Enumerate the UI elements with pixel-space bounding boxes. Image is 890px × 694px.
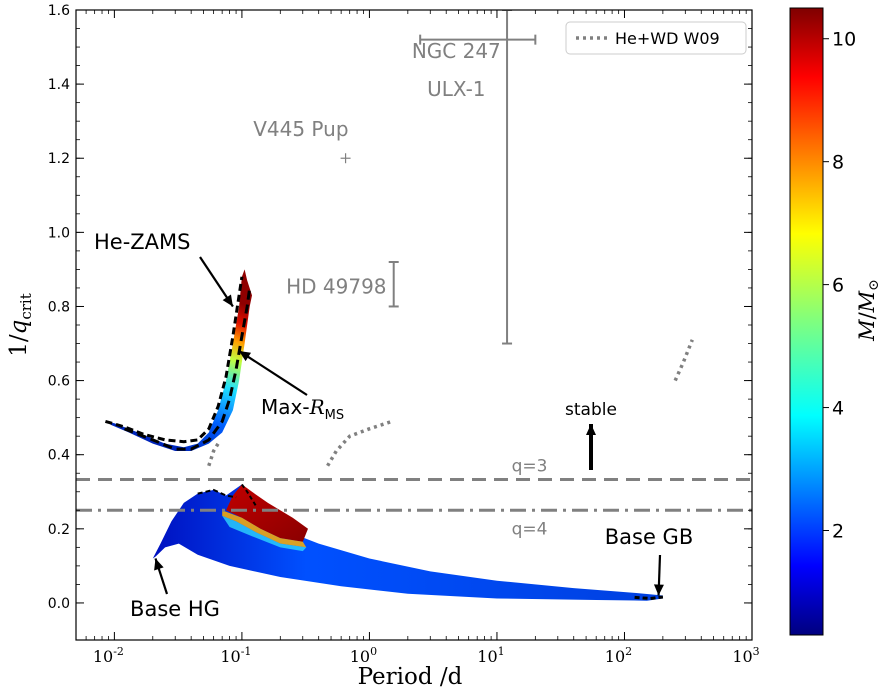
arrow-base-gb-head — [653, 584, 664, 596]
x-tick-label: 102 — [605, 645, 632, 666]
max-rms-boundary — [123, 287, 252, 451]
x-tick-label: 100 — [350, 645, 377, 666]
y-tick-label: 0.8 — [48, 299, 70, 315]
colorbar-label: M/M⊙ — [855, 279, 882, 342]
obs-label: HD 49798 — [286, 275, 386, 299]
x-tick-label: 101 — [477, 645, 504, 666]
y-tick-label: 1.4 — [48, 77, 70, 93]
observations-layer: NGC 247 ULX-1 V445 Pup HD 49798 — [253, 10, 537, 345]
colorbar-tick-label: 10 — [832, 29, 856, 51]
plot-area: q=3 q=4 NGC 247 ULX-1 V445 Pup HD 49798 — [76, 10, 752, 601]
obs-label: V445 Pup — [253, 117, 348, 141]
annotation-max-rms: Max-RMS — [261, 395, 344, 423]
colorbar-tick-label: 2 — [832, 521, 844, 543]
legend-box — [565, 21, 747, 55]
y-axis: 0.0 0.2 0.4 0.6 0.8 1.0 1.2 1.4 1.6 — [48, 3, 752, 612]
legend: He+WD W09 — [565, 21, 747, 55]
annotation-stable: stable — [565, 400, 617, 420]
y-tick-label: 1.2 — [48, 151, 70, 167]
y-tick-label: 1.0 — [48, 225, 70, 241]
colorbar-tick-label: 4 — [832, 398, 844, 420]
obs-label: ULX-1 — [427, 77, 485, 101]
region-lower-band — [152, 484, 663, 601]
region-lower-cyan — [222, 515, 307, 552]
x-tick-label: 103 — [732, 645, 759, 666]
x-tick-label: 10-1 — [220, 645, 251, 666]
he-zams-boundary — [104, 276, 244, 444]
region-lower-highmass — [226, 484, 308, 542]
lower-peak-boundary — [197, 488, 237, 499]
base-gb-boundary — [634, 595, 664, 601]
x-axis-label: Period /d — [358, 664, 463, 690]
annotation-base-hg: Base HG — [130, 597, 220, 621]
obs-label: NGC 247 — [412, 39, 501, 63]
arrow-base-hg-head — [154, 558, 164, 571]
series-layer — [207, 339, 694, 467]
colorbar-tick-label: 8 — [832, 152, 844, 174]
y-tick-label: 1.6 — [48, 3, 70, 19]
annotation-base-gb: Base GB — [605, 525, 694, 549]
hline-label: q=3 — [512, 457, 548, 477]
x-tick-label: 10-2 — [93, 645, 124, 666]
series-he-wd-w09 — [207, 442, 220, 467]
lower-peak-boundary-2 — [241, 483, 258, 508]
y-tick-label: 0.0 — [48, 596, 70, 612]
x-axis: 10-2 10-1 100 101 102 103 — [75, 10, 760, 666]
legend-label: He+WD W09 — [615, 29, 720, 48]
y-axis-label: 1/qcrit — [6, 293, 35, 357]
arrow-max-rms-head — [239, 350, 252, 362]
y-tick-label: 0.2 — [48, 522, 70, 538]
stability-lines: q=3 q=4 — [76, 457, 752, 539]
region-lower-midmass — [222, 510, 307, 548]
annotation-he-zams: He-ZAMS — [94, 230, 191, 254]
colorbar-gradient — [789, 7, 824, 636]
arrow-max-rms-shaft — [238, 350, 308, 396]
annotations-layer: He-ZAMS Max-RMS stable Base HG Base GB — [94, 230, 693, 621]
hline-label: q=4 — [512, 519, 548, 539]
arrow-stable-head — [586, 424, 596, 435]
y-tick-label: 0.4 — [48, 448, 70, 464]
colorbar: 2 4 6 8 10 — [789, 7, 856, 636]
series-he-wd-w09 — [326, 419, 393, 467]
mass-regions — [104, 269, 664, 601]
arrow-he-zams-head — [222, 294, 233, 307]
y-tick-label: 0.6 — [48, 374, 70, 390]
colorbar-tick-label: 6 — [832, 275, 844, 297]
series-he-wd-w09 — [673, 339, 694, 382]
